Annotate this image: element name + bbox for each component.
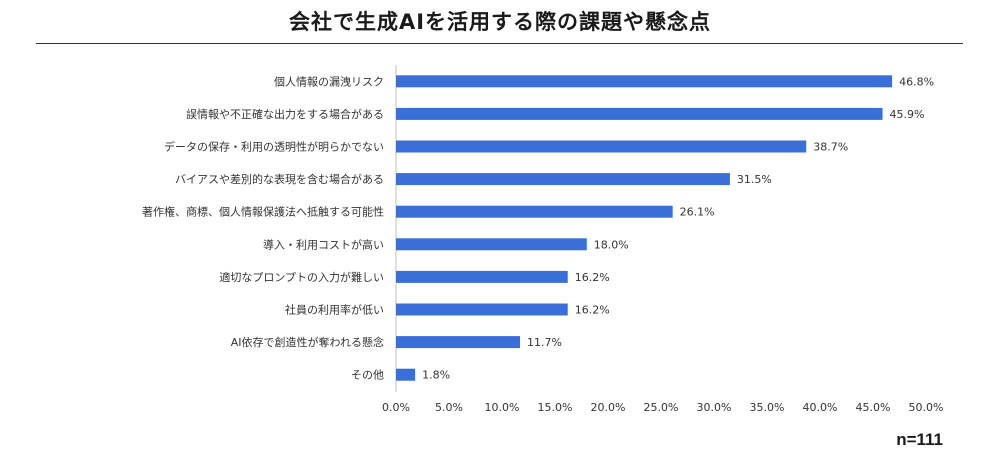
bar	[396, 368, 416, 381]
bar	[396, 303, 568, 316]
bar	[396, 205, 673, 218]
x-tick-label: 0.0%	[382, 401, 410, 414]
data-label: 38.7%	[813, 141, 848, 154]
x-tick-label: 15.0%	[538, 401, 573, 414]
category-label: データの保存・利用の透明性が明らかでない	[164, 140, 384, 154]
category-label: AI依存で創造性が奪われる懸念	[231, 335, 384, 349]
bar	[396, 75, 893, 88]
x-tick-label: 50.0%	[909, 401, 944, 414]
bar	[396, 270, 568, 283]
category-label: 個人情報の漏洩リスク	[274, 74, 384, 88]
x-tick-label: 45.0%	[856, 401, 891, 414]
data-label: 45.9%	[890, 108, 925, 121]
category-label: 導入・利用コストが高い	[263, 237, 384, 251]
x-tick-label: 35.0%	[750, 401, 785, 414]
category-label: その他	[351, 369, 384, 382]
x-tick-label: 10.0%	[485, 401, 520, 414]
category-label: バイアスや差別的な表現を含む場合がある	[175, 172, 384, 186]
x-tick-label: 25.0%	[644, 401, 679, 414]
data-label: 31.5%	[737, 173, 772, 186]
bar	[396, 140, 807, 153]
data-label: 18.0%	[594, 238, 629, 251]
x-tick-label: 20.0%	[591, 401, 626, 414]
chart-title: 会社で生成AIを活用する際の課題や懸念点	[288, 10, 712, 34]
data-label: 26.1%	[680, 206, 715, 219]
category-label: 社員の利用率が低い	[285, 303, 384, 317]
title-divider	[36, 43, 963, 44]
category-label: 著作権、商標、個人情報保護法へ抵触する可能性	[142, 205, 384, 219]
sample-size-label: n=111	[896, 430, 943, 449]
x-tick-label: 5.0%	[435, 401, 463, 414]
bar	[396, 238, 587, 251]
data-label: 46.8%	[899, 75, 934, 88]
x-tick-label: 30.0%	[697, 401, 732, 414]
category-label: 適切なプロンプトの入力が難しい	[219, 270, 384, 284]
data-label: 16.2%	[575, 271, 610, 284]
data-label: 11.7%	[527, 336, 562, 349]
bar	[396, 336, 521, 349]
data-label: 1.8%	[422, 369, 450, 382]
bar	[396, 107, 883, 120]
x-tick-label: 40.0%	[803, 401, 838, 414]
bar	[396, 173, 730, 186]
category-label: 誤情報や不正確な出力をする場合がある	[186, 107, 384, 121]
data-label: 16.2%	[575, 304, 610, 317]
